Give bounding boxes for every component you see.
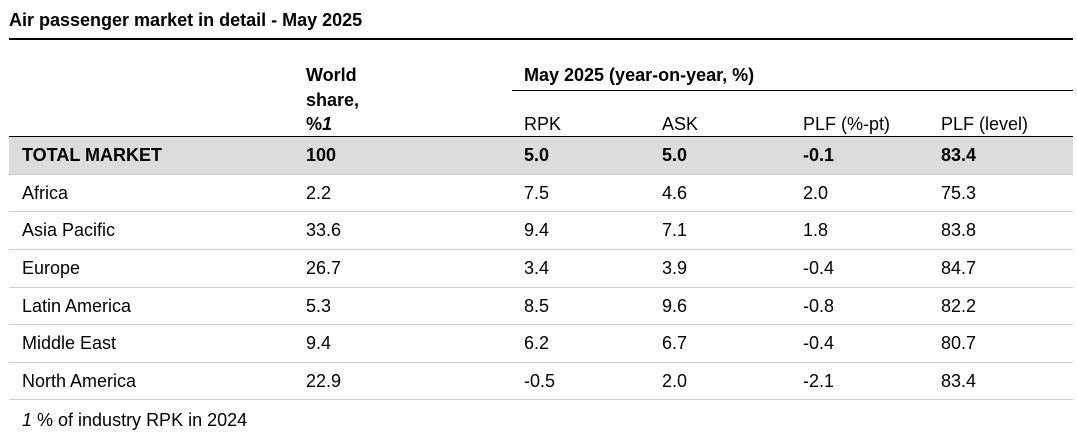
row-europe-rpk: 3.4	[524, 258, 550, 278]
row-divider	[9, 324, 1073, 325]
footnote-marker: 1	[22, 410, 33, 430]
row-total-region: TOTAL MARKET	[22, 145, 162, 165]
header-world-share-unit: %	[306, 114, 323, 134]
header-group-rule	[512, 90, 1073, 91]
row-europe-share: 26.7	[306, 258, 342, 278]
row-middle-east-share: 9.4	[306, 333, 332, 353]
row-north-america-rpk: -0.5	[524, 371, 556, 391]
row-europe-plf-level: 84.7	[941, 258, 977, 278]
row-north-america-plf-pt: -2.1	[803, 371, 835, 391]
table-title: Air passenger market in detail - May 202…	[9, 10, 363, 30]
total-market-row-background	[9, 136, 1073, 174]
header-col-rpk: RPK	[524, 114, 562, 134]
header-col-ask: ASK	[662, 114, 699, 134]
row-middle-east-ask: 6.7	[662, 333, 688, 353]
row-africa-plf-level: 75.3	[941, 183, 977, 203]
row-total-plf-level: 83.4	[941, 145, 977, 165]
row-africa-region: Africa	[22, 183, 69, 203]
table-bottom-rule	[9, 399, 1073, 400]
row-divider	[9, 249, 1073, 250]
row-middle-east-rpk: 6.2	[524, 333, 550, 353]
row-middle-east-plf-level: 80.7	[941, 333, 977, 353]
row-asia-pacific-rpk: 9.4	[524, 220, 550, 240]
row-latin-america-plf-level: 82.2	[941, 296, 977, 316]
header-world-share-line1: World	[306, 65, 357, 85]
row-africa-share: 2.2	[306, 183, 332, 203]
row-divider	[9, 362, 1073, 363]
row-asia-pacific-plf-pt: 1.8	[803, 220, 829, 240]
row-divider	[9, 287, 1073, 288]
row-asia-pacific-ask: 7.1	[662, 220, 688, 240]
row-total-share: 100	[306, 145, 337, 165]
row-latin-america-ask: 9.6	[662, 296, 688, 316]
row-europe-region: Europe	[22, 258, 81, 278]
row-divider	[9, 174, 1073, 175]
row-north-america-ask: 2.0	[662, 371, 688, 391]
row-latin-america-region: Latin America	[22, 296, 132, 316]
row-north-america-share: 22.9	[306, 371, 342, 391]
title-divider	[9, 38, 1073, 40]
row-asia-pacific-share: 33.6	[306, 220, 342, 240]
header-world-share-line3: %1	[306, 113, 332, 135]
row-middle-east-region: Middle East	[22, 333, 117, 353]
row-latin-america-share: 5.3	[306, 296, 332, 316]
row-latin-america-rpk: 8.5	[524, 296, 550, 316]
row-asia-pacific-plf-level: 83.8	[941, 220, 977, 240]
footnote: 1 % of industry RPK in 2024	[22, 409, 247, 431]
row-total-rpk: 5.0	[524, 145, 550, 165]
row-divider	[9, 211, 1073, 212]
row-total-plf-pt: -0.1	[803, 145, 835, 165]
header-group-label: May 2025 (year-on-year, %)	[524, 65, 755, 85]
header-col-plf-level: PLF (level)	[941, 114, 1029, 134]
row-latin-america-plf-pt: -0.8	[803, 296, 835, 316]
row-europe-ask: 3.9	[662, 258, 688, 278]
row-middle-east-plf-pt: -0.4	[803, 333, 835, 353]
row-africa-ask: 4.6	[662, 183, 688, 203]
header-col-plf-pt: PLF (%-pt)	[803, 114, 891, 134]
footnote-text: % of industry RPK in 2024	[32, 410, 248, 430]
row-asia-pacific-region: Asia Pacific	[22, 220, 116, 240]
header-bottom-rule	[9, 136, 1073, 137]
row-africa-rpk: 7.5	[524, 183, 550, 203]
header-world-share-footnote-marker: 1	[322, 114, 333, 134]
row-north-america-plf-level: 83.4	[941, 371, 977, 391]
row-north-america-region: North America	[22, 371, 137, 391]
header-world-share-line2: share,	[306, 90, 360, 110]
row-africa-plf-pt: 2.0	[803, 183, 829, 203]
row-total-ask: 5.0	[662, 145, 688, 165]
row-europe-plf-pt: -0.4	[803, 258, 835, 278]
